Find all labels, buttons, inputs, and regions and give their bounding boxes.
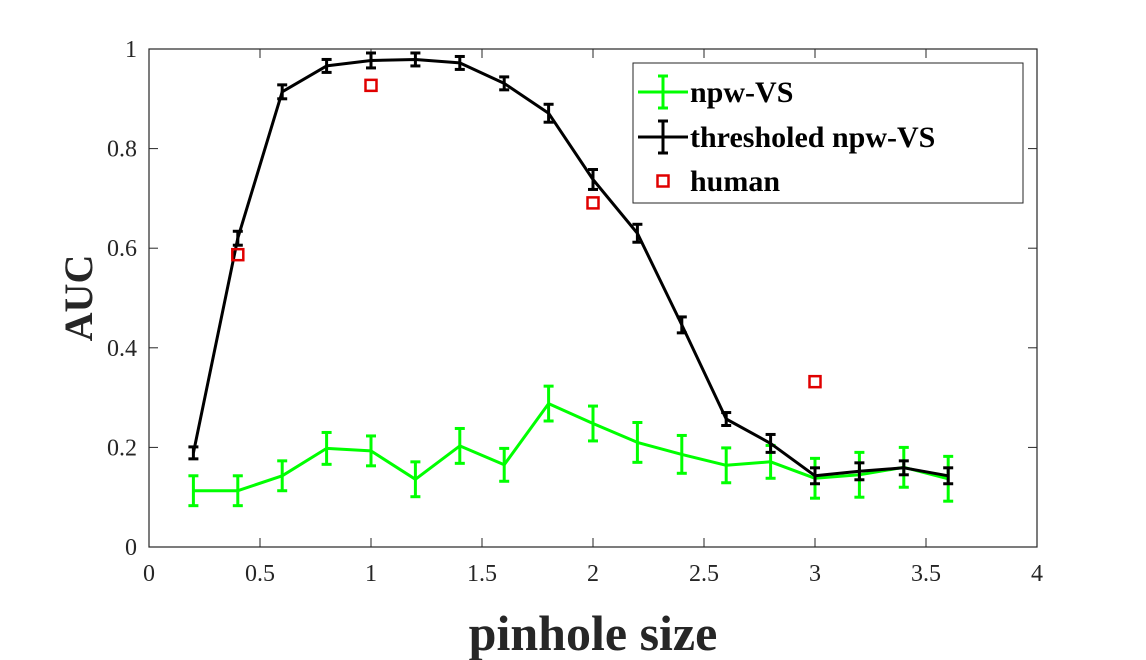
errorbar-thresholed-npw-vs — [232, 229, 243, 247]
errorbar-thresholed-npw-vs — [588, 168, 598, 191]
y-tick-label: 0.6 — [107, 236, 137, 262]
x-tick-label: 1.5 — [467, 561, 497, 587]
x-tick-label: 3 — [809, 561, 821, 587]
y-tick-label: 1 — [125, 37, 137, 63]
errorbar-thresholed-npw-vs — [188, 445, 199, 461]
errorbar-thresholed-npw-vs — [321, 57, 332, 74]
errorbar-npw-vs — [366, 434, 376, 468]
legend-items: npw-VS thresholed npw-VS human — [638, 74, 935, 198]
y-tick-label: 0.4 — [107, 336, 137, 362]
x-axis-title: pinhole size — [469, 605, 718, 660]
errorbar-thresholed-npw-vs — [898, 459, 909, 477]
errorbar-thresholed-npw-vs — [810, 466, 820, 486]
errorbar-thresholed-npw-vs — [543, 102, 554, 124]
errorbar-npw-vs — [632, 421, 643, 464]
errorbar-thresholed-npw-vs — [277, 83, 288, 101]
x-tick-label: 4 — [1031, 561, 1043, 587]
errorbar-thresholed-npw-vs — [721, 411, 732, 427]
tick-layer: 0 0.5 1 1.5 2 2.5 3 3.5 4 0 0.2 0.4 0.6 0.8 1 — [107, 37, 1043, 587]
legend-label: npw-VS — [690, 76, 793, 109]
errorbar-npw-vs — [277, 459, 288, 493]
errorbar-npw-vs — [188, 474, 199, 508]
legend-marker — [656, 174, 670, 188]
human-marker — [586, 196, 600, 210]
errorbar-npw-vs — [588, 404, 598, 443]
x-tick-label: 1 — [365, 561, 377, 587]
errorbar-thresholed-npw-vs — [499, 75, 510, 92]
legend-label: human — [690, 165, 780, 198]
errorbar-npw-vs — [410, 460, 421, 499]
legend-item-npw-vs: npw-VS — [638, 74, 793, 110]
errorbar-thresholed-npw-vs — [632, 222, 643, 244]
errorbar-npw-vs — [676, 433, 687, 475]
x-tick-label: 2.5 — [689, 561, 719, 587]
y-tick-label: 0 — [125, 535, 137, 561]
errorbar-npw-vs — [232, 474, 243, 508]
errorbar-npw-vs — [454, 426, 465, 465]
human-marker — [231, 247, 245, 262]
legend-label: thresholed npw-VS — [690, 121, 935, 154]
errorbar-npw-vs — [499, 446, 510, 483]
errorbar-npw-vs — [321, 430, 332, 466]
y-axis-title: AUC — [56, 255, 101, 342]
errorbar-thresholed-npw-vs — [676, 315, 687, 335]
y-tick-label: 0.2 — [107, 435, 137, 461]
x-tick-label: 2 — [587, 561, 599, 587]
x-tick-label: 0.5 — [245, 561, 275, 587]
errorbar-npw-vs — [721, 446, 732, 485]
errorbar-thresholed-npw-vs — [366, 51, 376, 70]
series-line-npw-vs — [193, 402, 949, 493]
human-marker — [808, 374, 822, 389]
errorbar-thresholed-npw-vs — [854, 461, 865, 482]
errorbar-thresholed-npw-vs — [410, 51, 421, 68]
series-thresholed-npw-vs — [188, 51, 954, 486]
errorbar-npw-vs — [543, 384, 554, 423]
series-line-thresholed-npw-vs — [191, 58, 949, 478]
errorbar-thresholed-npw-vs — [454, 54, 465, 71]
y-tick-label: 0.8 — [107, 137, 137, 163]
legend-item-human: human — [656, 165, 780, 198]
legend: npw-VS thresholed npw-VS human — [632, 62, 1024, 204]
legend-box — [632, 62, 1024, 204]
legend-item-thresholed-npw-vs: thresholed npw-VS — [638, 119, 935, 155]
series-human — [231, 78, 822, 389]
x-tick-label: 3.5 — [911, 561, 941, 587]
series-layer — [188, 51, 954, 508]
errorbar-thresholed-npw-vs — [943, 466, 954, 486]
x-tick-label: 0 — [143, 561, 155, 587]
human-marker — [364, 78, 378, 93]
errorbar-thresholed-npw-vs — [765, 432, 776, 454]
